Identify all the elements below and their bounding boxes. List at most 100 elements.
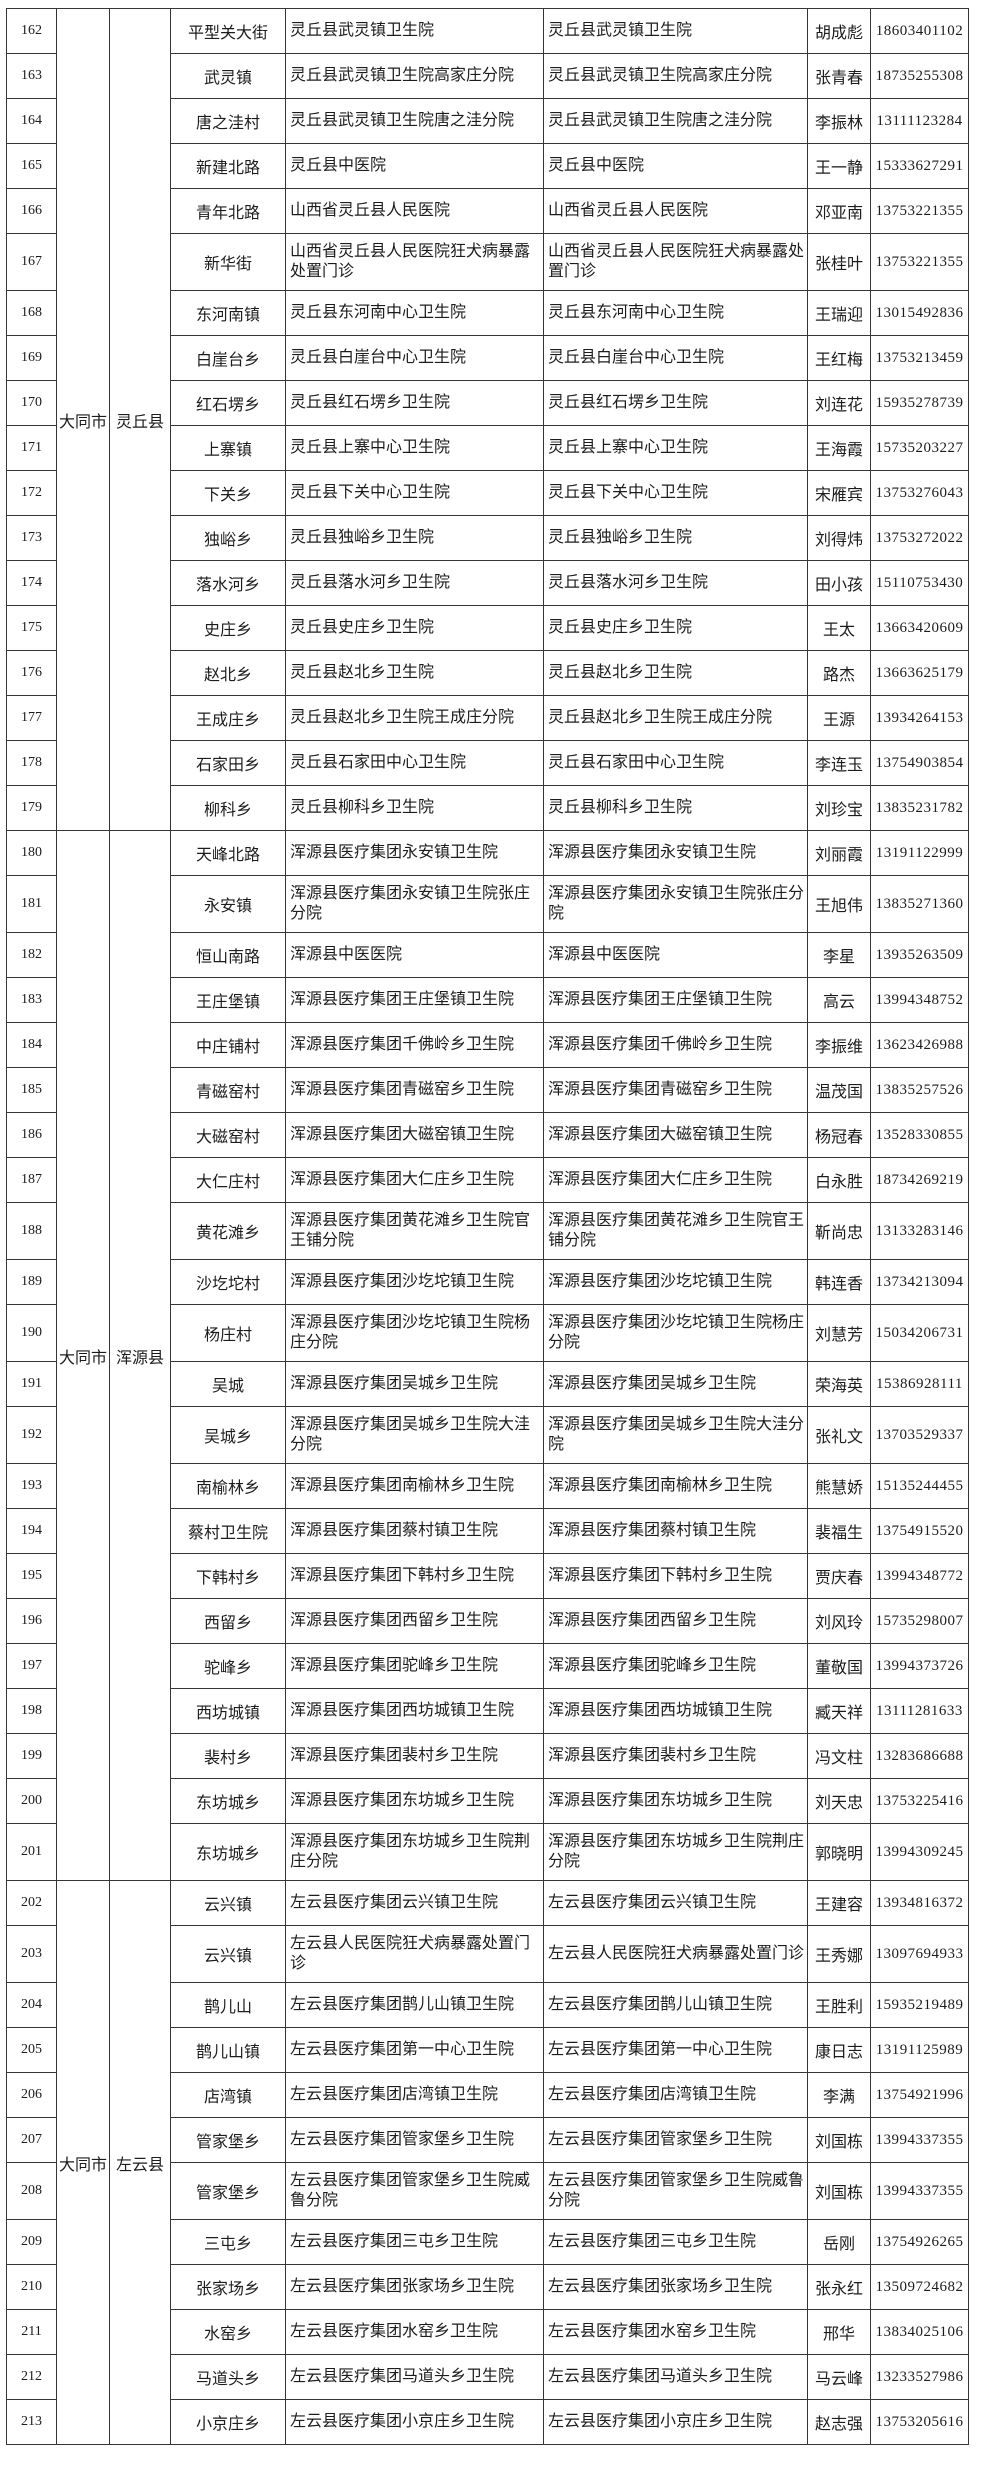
phone-number-cell: 13835271360 — [870, 875, 969, 933]
table-row: 184 中庄铺村 浑源县医疗集团千佛岭乡卫生院 浑源县医疗集团千佛岭乡卫生院 李振维 13… — [6, 1022, 969, 1068]
phone-number-cell: 15034206731 — [870, 1304, 969, 1362]
township-cell: 吴城乡 — [170, 1406, 286, 1464]
row-number-cell: 186 — [6, 1112, 57, 1158]
table-row: 183 王庄堡镇 浑源县医疗集团王庄堡镇卫生院 浑源县医疗集团王庄堡镇卫生院 高云 139… — [6, 977, 969, 1023]
row-number-cell: 193 — [6, 1463, 57, 1509]
phone-number-cell: 13934816372 — [870, 1880, 969, 1926]
contact-name-cell: 马云峰 — [807, 2354, 871, 2400]
row-number-cell: 175 — [6, 605, 57, 651]
table-row: 172 下关乡 灵丘县下关中心卫生院 灵丘县下关中心卫生院 宋雁宾 13753276043 — [6, 470, 969, 516]
phone-number-cell: 13934264153 — [870, 695, 969, 741]
phone-number-cell: 13753205616 — [870, 2399, 969, 2445]
institution-name-cell: 浑源县医疗集团南榆林乡卫生院 — [285, 1463, 544, 1509]
contact-name-cell: 张永红 — [807, 2264, 871, 2310]
contact-name-cell: 刘天忠 — [807, 1778, 871, 1824]
phone-number-cell: 13111123284 — [870, 98, 969, 144]
institution-name-cell: 浑源县医疗集团黄花滩乡卫生院官王铺分院 — [285, 1202, 544, 1260]
contact-name-cell: 刘丽霞 — [807, 830, 871, 876]
phone-number-cell: 13663420609 — [870, 605, 969, 651]
phone-number-cell: 13835231782 — [870, 785, 969, 831]
phone-number-cell: 13509724682 — [870, 2264, 969, 2310]
row-number-cell: 201 — [6, 1823, 57, 1881]
table-row: 188 黄花滩乡 浑源县医疗集团黄花滩乡卫生院官王铺分院 浑源县医疗集团黄花滩乡卫生院… — [6, 1202, 969, 1260]
township-cell: 上寨镇 — [170, 425, 286, 471]
contact-name-cell: 韩连香 — [807, 1259, 871, 1305]
table-body: 162 大同市 灵丘县 平型关大街 灵丘县武灵镇卫生院 灵丘县武灵镇卫生院 胡成彪 18603… — [6, 8, 969, 2445]
institution-name-cell-2: 左云县医疗集团第一中心卫生院 — [543, 2027, 808, 2073]
institution-name-cell: 浑源县医疗集团吴城乡卫生院大洼分院 — [285, 1406, 544, 1464]
phone-number-cell: 13994348772 — [870, 1553, 969, 1599]
phone-number-cell: 13754903854 — [870, 740, 969, 786]
phone-number-cell: 15386928111 — [870, 1361, 969, 1407]
phone-number-cell: 18735255308 — [870, 53, 969, 99]
contact-name-cell: 臧天祥 — [807, 1688, 871, 1734]
contact-name-cell: 白永胜 — [807, 1157, 871, 1203]
institution-name-cell: 左云县医疗集团第一中心卫生院 — [285, 2027, 544, 2073]
table-row: 199 裴村乡 浑源县医疗集团裴村乡卫生院 浑源县医疗集团裴村乡卫生院 冯文柱 13283… — [6, 1733, 969, 1779]
row-number-cell: 174 — [6, 560, 57, 606]
row-number-cell: 192 — [6, 1406, 57, 1464]
institution-name-cell: 山西省灵丘县人民医院狂犬病暴露处置门诊 — [285, 233, 544, 291]
township-cell: 店湾镇 — [170, 2072, 286, 2118]
table-row: 164 唐之洼村 灵丘县武灵镇卫生院唐之洼分院 灵丘县武灵镇卫生院唐之洼分院 李振林 13… — [6, 98, 969, 144]
city-cell: 大同市 — [56, 8, 110, 831]
row-number-cell: 203 — [6, 1925, 57, 1983]
contact-name-cell: 路杰 — [807, 650, 871, 696]
institution-name-cell: 浑源县医疗集团永安镇卫生院张庄分院 — [285, 875, 544, 933]
township-cell: 张家场乡 — [170, 2264, 286, 2310]
table-row: 166 青年北路 山西省灵丘县人民医院 山西省灵丘县人民医院 邓亚南 1375322135… — [6, 188, 969, 234]
institution-name-cell: 浑源县医疗集团西留乡卫生院 — [285, 1598, 544, 1644]
phone-number-cell: 13015492836 — [870, 290, 969, 336]
row-number-cell: 211 — [6, 2309, 57, 2355]
institution-name-cell-2: 灵丘县史庄乡卫生院 — [543, 605, 808, 651]
table-row: 198 西坊城镇 浑源县医疗集团西坊城镇卫生院 浑源县医疗集团西坊城镇卫生院 臧天祥 13… — [6, 1688, 969, 1734]
institution-name-cell-2: 浑源县中医医院 — [543, 932, 808, 978]
institution-name-cell: 灵丘县石家田中心卫生院 — [285, 740, 544, 786]
institution-name-cell: 灵丘县武灵镇卫生院高家庄分院 — [285, 53, 544, 99]
institution-name-cell: 灵丘县白崖台中心卫生院 — [285, 335, 544, 381]
township-cell: 鹊儿山 — [170, 1982, 286, 2028]
institution-name-cell-2: 左云县医疗集团云兴镇卫生院 — [543, 1880, 808, 1926]
contact-name-cell: 刘珍宝 — [807, 785, 871, 831]
contact-name-cell: 王胜利 — [807, 1982, 871, 2028]
table-row: 185 青磁窑村 浑源县医疗集团青磁窑乡卫生院 浑源县医疗集团青磁窑乡卫生院 温茂国 13… — [6, 1067, 969, 1113]
township-cell: 永安镇 — [170, 875, 286, 933]
township-cell: 中庄铺村 — [170, 1022, 286, 1068]
phone-number-cell: 13753272022 — [870, 515, 969, 561]
township-cell: 鹊儿山镇 — [170, 2027, 286, 2073]
institution-name-cell-2: 浑源县医疗集团大磁窑镇卫生院 — [543, 1112, 808, 1158]
institution-name-cell-2: 浑源县医疗集团裴村乡卫生院 — [543, 1733, 808, 1779]
institution-name-cell: 灵丘县独峪乡卫生院 — [285, 515, 544, 561]
contact-name-cell: 张礼文 — [807, 1406, 871, 1464]
table-row: 206 店湾镇 左云县医疗集团店湾镇卫生院 左云县医疗集团店湾镇卫生院 李满 137549… — [6, 2072, 969, 2118]
institution-name-cell: 浑源县医疗集团蔡村镇卫生院 — [285, 1508, 544, 1554]
table-row: 182 恒山南路 浑源县中医医院 浑源县中医医院 李星 13935263509 — [6, 932, 969, 978]
institution-name-cell: 浑源县医疗集团王庄堡镇卫生院 — [285, 977, 544, 1023]
row-number-cell: 168 — [6, 290, 57, 336]
contact-name-cell: 郭晓明 — [807, 1823, 871, 1881]
row-number-cell: 210 — [6, 2264, 57, 2310]
institution-name-cell: 灵丘县史庄乡卫生院 — [285, 605, 544, 651]
row-number-cell: 172 — [6, 470, 57, 516]
institution-name-cell-2: 灵丘县武灵镇卫生院高家庄分院 — [543, 53, 808, 99]
contact-name-cell: 靳尚忠 — [807, 1202, 871, 1260]
contact-name-cell: 王太 — [807, 605, 871, 651]
contact-name-cell: 李振林 — [807, 98, 871, 144]
table-row: 174 落水河乡 灵丘县落水河乡卫生院 灵丘县落水河乡卫生院 田小孩 1511075343… — [6, 560, 969, 606]
contact-name-cell: 王秀娜 — [807, 1925, 871, 1983]
institution-name-cell: 灵丘县赵北乡卫生院 — [285, 650, 544, 696]
township-cell: 马道头乡 — [170, 2354, 286, 2400]
institution-name-cell-2: 浑源县医疗集团下韩村乡卫生院 — [543, 1553, 808, 1599]
phone-number-cell: 13994337355 — [870, 2117, 969, 2163]
township-cell: 黄花滩乡 — [170, 1202, 286, 1260]
institution-name-cell-2: 浑源县医疗集团永安镇卫生院张庄分院 — [543, 875, 808, 933]
township-cell: 天峰北路 — [170, 830, 286, 876]
contact-name-cell: 裴福生 — [807, 1508, 871, 1554]
institution-name-cell: 浑源县医疗集团永安镇卫生院 — [285, 830, 544, 876]
institution-name-cell-2: 左云县人民医院狂犬病暴露处置门诊 — [543, 1925, 808, 1983]
row-number-cell: 163 — [6, 53, 57, 99]
row-number-cell: 187 — [6, 1157, 57, 1203]
phone-number-cell: 13663625179 — [870, 650, 969, 696]
row-number-cell: 202 — [6, 1880, 57, 1926]
contact-name-cell: 李星 — [807, 932, 871, 978]
